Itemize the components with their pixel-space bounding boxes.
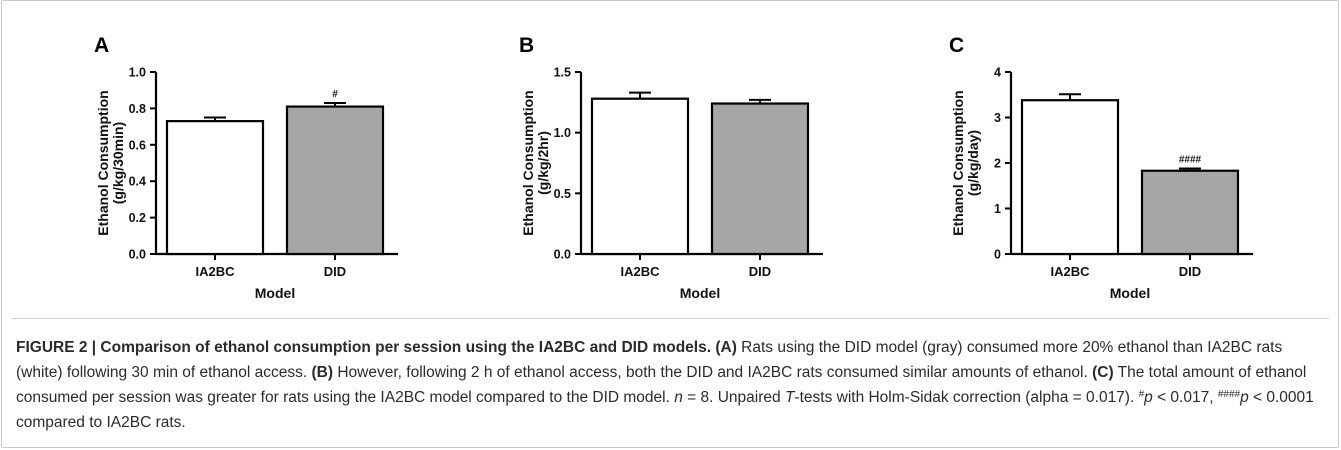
y-tick-label: 0.0 (129, 248, 146, 262)
y-tick-label: 0.0 (554, 248, 571, 262)
y-axis-title-line2: (g/kg/30min) (110, 122, 126, 204)
caption-tag-c: (C) (1092, 364, 1114, 381)
x-axis-title: Model (1110, 285, 1150, 301)
caption-sig4-mark: #### (1217, 389, 1241, 400)
significance-label: # (332, 89, 338, 100)
caption-figure-label: FIGURE 2 | Comparison of ethanol consump… (16, 339, 712, 356)
y-axis-title: Ethanol Consumption(g/kg/day) (950, 90, 981, 235)
y-tick-label: 1 (994, 202, 1001, 216)
y-tick-label: 0.6 (129, 138, 146, 152)
panel-letter-a: A (94, 34, 109, 57)
y-axis-title-line1: Ethanol Consumption (520, 90, 536, 235)
figure-caption: FIGURE 2 | Comparison of ethanol consump… (16, 335, 1316, 435)
y-tick-label: 0 (994, 248, 1001, 262)
caption-p-var2: p (1240, 389, 1249, 406)
x-tick-label: DID (749, 264, 771, 279)
y-axis-title: Ethanol Consumption(g/kg/30min) (95, 90, 126, 235)
y-tick-label: 3 (994, 111, 1001, 125)
bar-did (285, 105, 385, 256)
x-axis-title: Model (680, 285, 720, 301)
panel-letter-c: C (949, 34, 964, 57)
caption-sig4-text: < 0.0001 compared to IA2BC rats. (16, 389, 1314, 431)
chart-c: C Ethanol Consumption(g/kg/day) 0 1 2 3 4 IA2BC… (949, 34, 1253, 301)
y-tick-label: 1.0 (129, 66, 146, 80)
caption-tag-a: (A) (715, 339, 737, 356)
bar-did (710, 102, 810, 256)
x-tick-label: IA2BC (1050, 264, 1090, 279)
bar-ia2bc (165, 120, 265, 256)
caption-t-text: -tests with Holm-Sidak correction (alpha… (794, 389, 1139, 406)
caption-text-b: However, following 2 h of ethanol access… (333, 364, 1093, 381)
y-tick-label: 1.0 (554, 126, 571, 140)
y-tick-label: 0.8 (129, 102, 146, 116)
y-axis-title-line1: Ethanol Consumption (95, 90, 111, 235)
bar-ia2bc (1020, 99, 1120, 256)
y-axis-title-line1: Ethanol Consumption (950, 90, 966, 235)
y-tick-label: 1.5 (554, 66, 571, 80)
significance-label: #### (1179, 154, 1202, 165)
x-axis-title: Model (255, 285, 295, 301)
caption-n-text: = 8. Unpaired (682, 389, 785, 406)
y-tick-label: 0.2 (129, 211, 146, 225)
caption-tag-b: (B) (311, 364, 334, 381)
panel-c: C Ethanol Consumption(g/kg/day) 0 1 2 3 4 IA2BC… (935, 22, 1275, 302)
caption-sig1-mark: # (1138, 389, 1145, 400)
x-tick-label: IA2BC (195, 264, 235, 279)
caption-t-var: T (784, 389, 795, 406)
y-tick-label: 4 (994, 66, 1001, 80)
bar-ia2bc (590, 97, 690, 256)
caption-sig1-text: < 0.017, (1152, 389, 1218, 406)
y-axis-title: Ethanol Consumption(g/kg/2hr) (520, 90, 551, 235)
x-tick-label: DID (324, 264, 346, 279)
panel-b: B Ethanol Consumption(g/kg/2hr) 0.0 0.5 1.0 1… (505, 22, 845, 302)
y-tick-label: 0.4 (129, 175, 146, 189)
y-axis-title-line2: (g/kg/day) (965, 130, 981, 196)
y-tick-label: 2 (994, 157, 1001, 171)
caption-text-c: The total amount of ethanol consumed per… (16, 364, 1307, 406)
caption-p-var1: p (1144, 389, 1153, 406)
caption-text-a: Rats using the DID model (gray) consumed… (16, 339, 1283, 381)
caption-n-var: n (674, 389, 683, 406)
panel-a: A Ethanol Consumption(g/kg/30min) 0.0 0.2 0.… (80, 22, 420, 302)
y-tick-label: 0.5 (554, 187, 571, 201)
caption-divider (12, 318, 1329, 319)
panel-letter-b: B (519, 34, 534, 57)
bar-did (1140, 169, 1240, 256)
y-axis-title-line2: (g/kg/2hr) (535, 131, 551, 195)
x-tick-label: IA2BC (620, 264, 660, 279)
x-tick-label: DID (1179, 264, 1201, 279)
